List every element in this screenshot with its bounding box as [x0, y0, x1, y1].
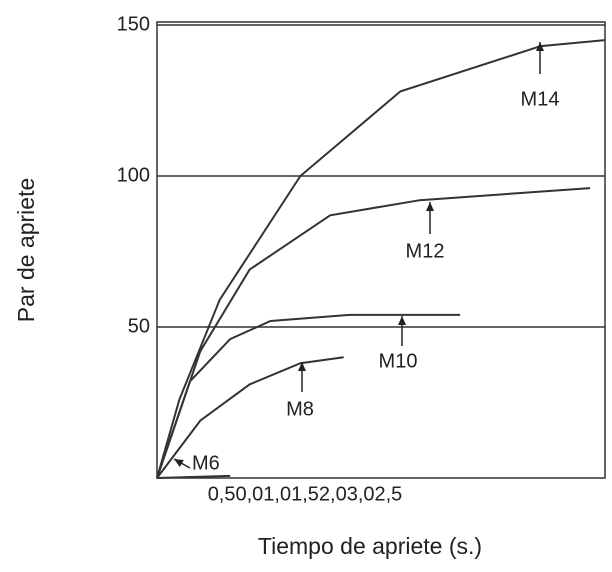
arrow-head: [398, 316, 406, 325]
line-series: [156, 187, 591, 479]
series-label: M14: [521, 88, 560, 110]
y-tick-label: 100: [117, 164, 150, 186]
series-label: M6: [192, 452, 220, 474]
y-tick-label: 150: [117, 13, 150, 35]
line-series: [156, 313, 461, 479]
x-tick-labels: 0,50,01,01,52,03,02,5: [208, 483, 403, 505]
series-label: M10: [379, 350, 418, 372]
plot-frame: [156, 21, 606, 479]
arrow-head: [174, 459, 184, 467]
line-series: [156, 356, 344, 479]
y-axis-label: Par de apriete: [13, 178, 39, 322]
series-label: M12: [406, 240, 445, 262]
series-label: M8: [286, 398, 314, 420]
line-series: [156, 474, 231, 479]
y-tick-label: 50: [128, 315, 150, 337]
arrow-head: [298, 362, 306, 371]
x-axis-label: Tiempo de apriete (s.): [258, 533, 482, 559]
arrow-head: [426, 202, 434, 211]
arrow-head: [536, 42, 544, 51]
